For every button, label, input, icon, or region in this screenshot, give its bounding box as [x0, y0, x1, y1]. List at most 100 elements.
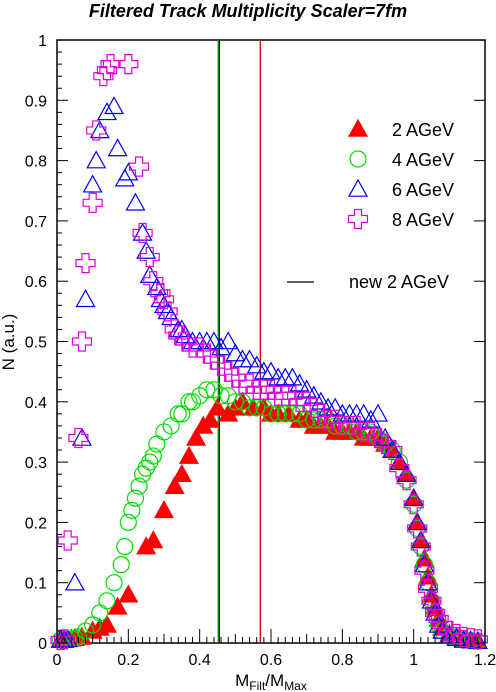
legend-label: 8 AGeV: [392, 210, 454, 230]
y-tick-label: 1: [38, 33, 47, 50]
data-point: [417, 572, 438, 591]
data-point: [218, 331, 239, 350]
data-point: [225, 367, 246, 388]
data-point: [260, 361, 282, 380]
data-point: [182, 337, 203, 358]
data-point: [232, 373, 253, 394]
series-8-agev: [50, 54, 488, 651]
data-point: [144, 447, 162, 465]
data-point: [226, 393, 244, 411]
data-point: [207, 397, 228, 416]
data-point: [82, 174, 103, 193]
data-point: [232, 391, 253, 410]
data-point: [198, 381, 216, 399]
data-point: [186, 427, 207, 446]
data-point: [410, 536, 431, 557]
data-point: [112, 556, 130, 574]
data-point: [153, 289, 175, 310]
y-tick-label: 0.7: [25, 214, 47, 231]
x-tick-label: 1.2: [474, 652, 496, 669]
data-point: [241, 399, 259, 417]
data-point: [403, 488, 424, 507]
data-point: [389, 458, 410, 479]
data-point: [114, 168, 135, 187]
data-point: [396, 463, 417, 482]
data-point: [407, 512, 428, 531]
data-point: [389, 451, 410, 470]
x-axis-label-main: M: [235, 671, 249, 690]
data-point: [126, 489, 145, 507]
y-tick-label: 0.5: [25, 335, 47, 352]
data-point: [414, 560, 435, 581]
data-point: [375, 427, 396, 446]
data-point: [396, 470, 417, 491]
x-tick-label: 0.8: [331, 652, 353, 669]
data-point: [96, 102, 117, 121]
data-points: [50, 54, 488, 651]
data-point: [425, 602, 446, 621]
data-point: [262, 405, 280, 423]
x-tick-label: 0.4: [189, 652, 211, 669]
data-point: [118, 162, 139, 181]
legend-marker: [347, 178, 369, 197]
y-tick-label: 0.1: [25, 576, 47, 593]
data-point: [153, 500, 175, 519]
data-point: [164, 475, 185, 495]
axis-ticks: 0 0.1 0.2 0.3 0.4 0.5 0.6 0.7 0.8 0.9 1 0 0.2 0.4 0.6 0…: [25, 33, 496, 669]
x-tick-label: 0: [53, 652, 62, 669]
data-point: [143, 271, 164, 292]
data-point: [132, 222, 153, 241]
legend-marker: [349, 150, 367, 168]
data-point: [148, 435, 166, 453]
data-point: [191, 387, 209, 405]
y-tick-label: 0: [38, 636, 47, 653]
x-axis-label: MFilt/MMax: [235, 671, 307, 692]
data-point: [107, 138, 128, 157]
data-point: [155, 423, 173, 441]
data-point: [282, 385, 303, 406]
data-point: [282, 367, 303, 386]
legend: 2 AGeV 4 AGeV 6 AGeV 8 AGeV new 2 AGeV: [287, 118, 454, 292]
data-point: [289, 373, 310, 392]
data-point: [180, 393, 198, 411]
y-axis-label: N (a.u.): [0, 314, 18, 371]
data-point: [128, 156, 150, 177]
data-point: [75, 253, 96, 274]
data-point: [268, 385, 289, 406]
y-tick-label: 0.6: [25, 274, 47, 291]
data-point: [212, 387, 230, 405]
data-point: [369, 429, 387, 447]
data-point: [75, 289, 96, 308]
data-point: [205, 381, 223, 399]
legend-marker: [347, 118, 369, 137]
data-point: [303, 385, 324, 404]
data-point: [64, 572, 85, 591]
data-point: [71, 331, 93, 352]
data-point: [130, 477, 148, 495]
data-point: [367, 403, 389, 422]
data-point: [348, 423, 366, 441]
data-point: [175, 325, 196, 344]
data-point: [407, 518, 428, 539]
x-tick-label: 0.2: [117, 652, 139, 669]
x-axis-label-sub1: Filt: [249, 679, 266, 692]
data-point: [183, 393, 202, 411]
data-point: [178, 445, 199, 464]
data-point: [57, 530, 78, 551]
data-point: [139, 246, 160, 268]
data-point: [403, 488, 424, 507]
legend-label: 4 AGeV: [392, 150, 454, 170]
data-point: [105, 574, 123, 592]
data-point: [203, 331, 224, 350]
data-point: [86, 120, 107, 141]
data-point: [246, 355, 267, 374]
chart-title: Filtered Track Multiplicity Scaler=7fm: [89, 1, 407, 21]
data-point: [410, 530, 431, 549]
data-point: [146, 276, 167, 296]
x-tick-label: 1: [409, 652, 418, 669]
data-point: [104, 96, 125, 115]
x-axis-label-sub2: Max: [284, 679, 307, 692]
legend-label: new 2 AGeV: [349, 272, 449, 292]
